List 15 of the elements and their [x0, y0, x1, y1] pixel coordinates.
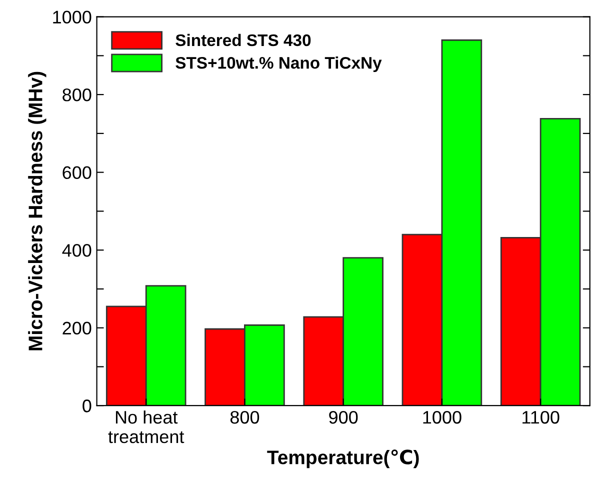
x-tick-label: 800	[230, 410, 260, 424]
y-tick-label: 800	[62, 88, 92, 102]
x-tick-label: No heat treatment	[108, 410, 184, 444]
y-tick-label: 1000	[53, 10, 92, 24]
x-tick-label: 1000	[423, 410, 462, 424]
y-tick-label: 0	[82, 400, 92, 412]
y-axis-title: Micro-Vickers Hardness (MHv)	[28, 72, 46, 350]
x-tick-label: 900	[329, 410, 358, 424]
y-tick-label: 200	[62, 322, 92, 335]
legend-label: Sintered STS 430	[176, 34, 311, 46]
y-tick-label: 600	[62, 166, 92, 180]
x-tick-label: 1100	[522, 410, 560, 424]
legend-label: STS+10wt.% Nano TiCxNy	[176, 56, 382, 72]
x-axis-title: Temperature(℃)	[267, 450, 419, 468]
y-tick-label: 400	[62, 244, 92, 257]
